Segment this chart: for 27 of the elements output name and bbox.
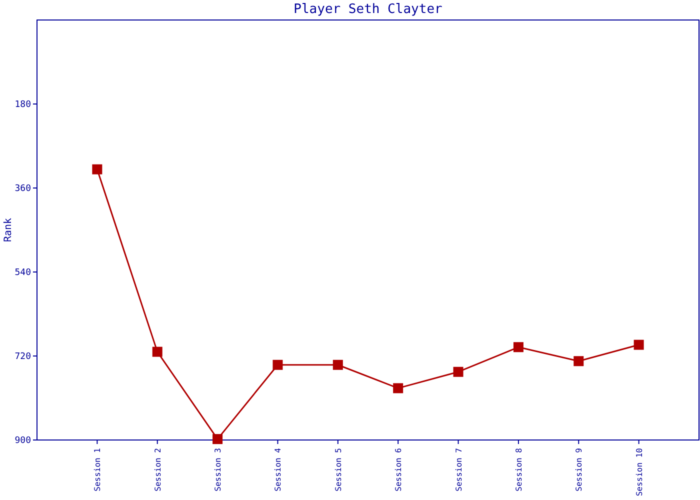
point [332,360,343,370]
x-tick-label: Session 10 [634,448,644,496]
y-tick-label: 540 [14,268,31,278]
point [272,360,283,370]
y-axis-title: Rank [3,218,14,242]
point [92,164,102,174]
y-tick-label: 900 [14,436,31,446]
x-tick-label: Session 9 [574,448,584,492]
x-tick-label: Session 6 [394,448,404,492]
x-tick-label: Session 4 [274,448,283,492]
point [453,366,464,377]
point [152,346,162,357]
y-tick-label: 360 [14,184,31,194]
point [212,434,223,444]
x-tick-label: Session 1 [93,448,102,492]
point [393,383,404,394]
chart-title: Player Seth Clayter [294,2,443,17]
x-tick-label: Session 7 [454,448,464,492]
point [513,342,524,352]
point [574,356,584,366]
point [634,340,644,350]
y-tick-label: 180 [14,100,31,110]
y-tick-label: 720 [14,352,31,362]
x-tick-label: Session 3 [214,448,223,492]
x-tick-label: Session 8 [514,448,524,492]
x-tick-label: Session 5 [334,448,343,492]
x-tick-label: Session 2 [153,448,162,492]
